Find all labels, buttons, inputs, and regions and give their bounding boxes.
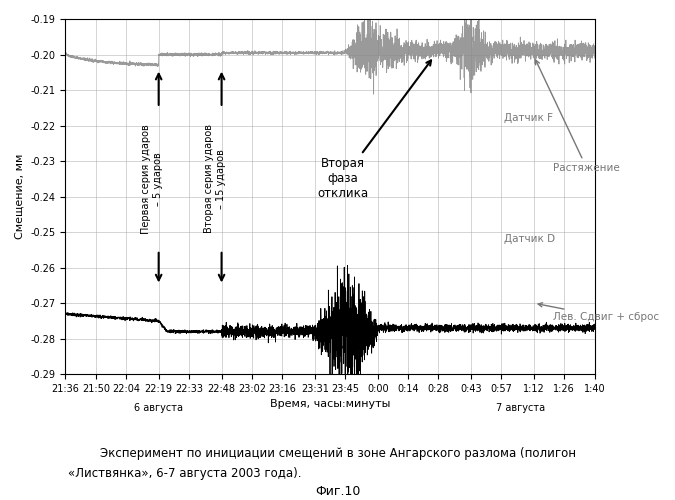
Text: Эксперимент по инициации смещений в зоне Ангарского разлома (полигон: Эксперимент по инициации смещений в зоне… <box>99 448 576 460</box>
Text: Первая серия ударов
– 5 ударов: Первая серия ударов – 5 ударов <box>141 124 163 234</box>
Text: Датчик F: Датчик F <box>504 114 553 124</box>
X-axis label: Время, часы:минуты: Время, часы:минуты <box>270 400 390 409</box>
Text: Растяжение: Растяжение <box>536 60 620 173</box>
Text: Лев. Сдвиг + сброс: Лев. Сдвиг + сброс <box>538 302 659 322</box>
Text: Датчик D: Датчик D <box>504 234 555 244</box>
Text: Вторая
фаза
отклика: Вторая фаза отклика <box>317 60 431 200</box>
Y-axis label: Смещение, мм: Смещение, мм <box>15 154 25 240</box>
Text: Вторая серия ударов
– 15 ударов: Вторая серия ударов – 15 ударов <box>205 124 226 234</box>
Text: 7 августа: 7 августа <box>496 402 545 412</box>
Text: 6 августа: 6 августа <box>134 402 183 412</box>
Text: Фиг.10: Фиг.10 <box>315 485 360 498</box>
Text: «Листвянка», 6-7 августа 2003 года).: «Листвянка», 6-7 августа 2003 года). <box>68 468 301 480</box>
